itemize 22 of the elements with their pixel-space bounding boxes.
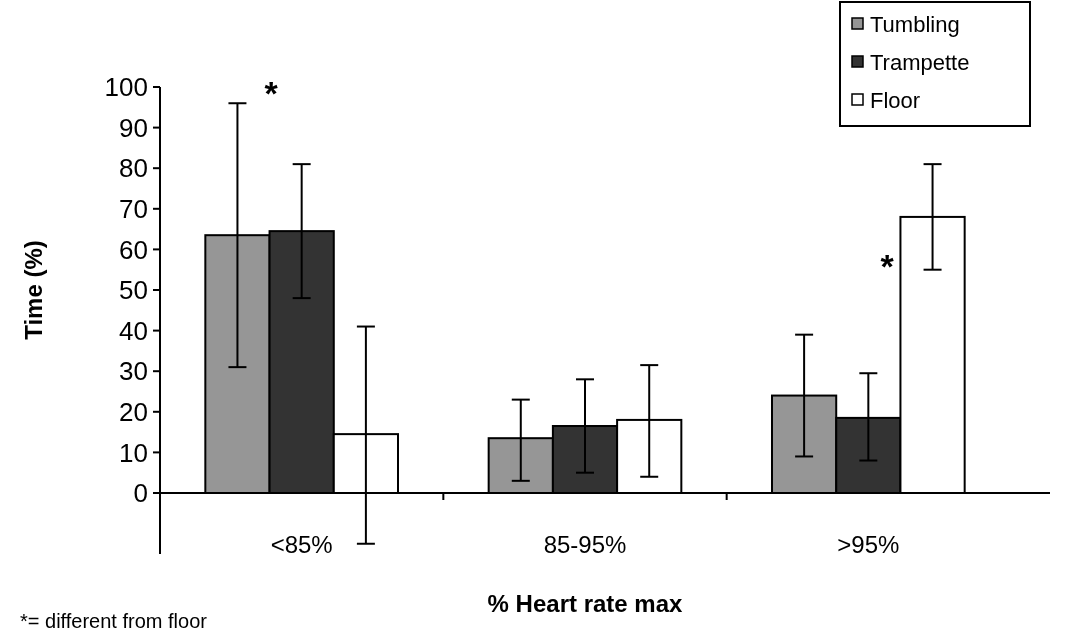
x-axis-title: % Heart rate max bbox=[487, 590, 684, 617]
legend-label: Tumbling bbox=[870, 11, 960, 37]
y-tick-label: 20 bbox=[119, 396, 148, 427]
legend-label: Floor bbox=[870, 87, 921, 113]
x-tick-label: 85-95% bbox=[543, 531, 627, 558]
y-tick-label: 30 bbox=[119, 356, 148, 387]
x-tick-label: <85% bbox=[270, 531, 333, 558]
y-axis-title: Time (%) bbox=[20, 240, 47, 340]
legend-label: Trampette bbox=[870, 49, 970, 75]
annotation: * bbox=[880, 247, 895, 285]
y-tick-label: 70 bbox=[119, 193, 148, 224]
x-tick-label: >95% bbox=[837, 531, 900, 558]
y-tick-label: 100 bbox=[104, 72, 148, 103]
y-tick-label: 80 bbox=[119, 153, 148, 184]
y-tick-label: 0 bbox=[133, 478, 148, 509]
y-tick-label: 10 bbox=[119, 437, 148, 468]
annotation: * bbox=[264, 74, 279, 112]
y-tick-label: 50 bbox=[119, 275, 148, 306]
text: *= different from floor bbox=[20, 610, 208, 632]
y-tick-label: 60 bbox=[119, 234, 148, 265]
y-tick-label: 90 bbox=[119, 112, 148, 143]
y-tick-label: 40 bbox=[119, 315, 148, 346]
